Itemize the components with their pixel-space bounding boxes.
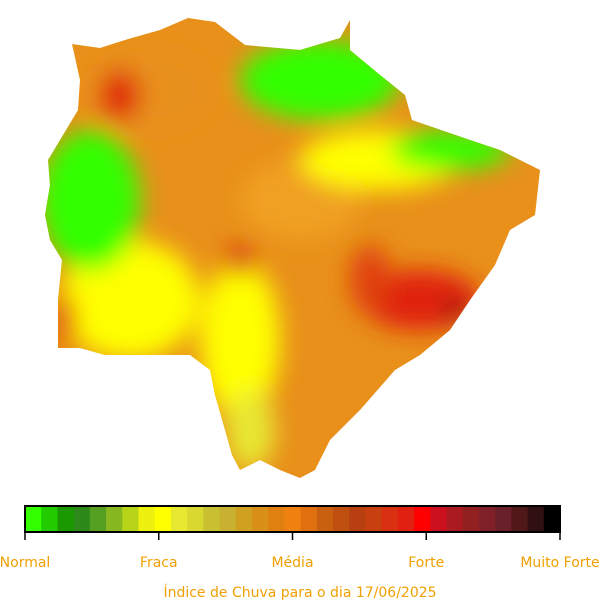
color-swatch	[349, 506, 366, 532]
color-swatch	[414, 506, 431, 532]
color-swatch	[543, 506, 561, 532]
color-swatch	[397, 506, 415, 532]
legend-label: Média	[271, 555, 313, 571]
color-swatch	[235, 506, 253, 532]
color-swatch	[203, 506, 221, 532]
color-swatch	[284, 506, 302, 532]
color-swatch	[365, 506, 383, 532]
color-swatch	[478, 506, 496, 532]
legend-label: Fraca	[140, 555, 178, 571]
color-swatch	[495, 506, 512, 532]
color-swatch	[462, 506, 480, 532]
rain-map	[45, 18, 540, 478]
color-swatch	[41, 506, 58, 532]
color-swatch	[316, 506, 334, 532]
color-swatch	[89, 506, 107, 532]
color-swatch	[187, 506, 204, 532]
color-swatch	[300, 506, 318, 532]
color-swatch	[73, 506, 91, 532]
color-swatch	[527, 506, 545, 532]
color-bar	[25, 506, 561, 532]
color-swatch	[333, 506, 350, 532]
color-swatch	[122, 506, 139, 532]
color-swatch	[219, 506, 237, 532]
color-swatch	[138, 506, 156, 532]
color-swatch	[446, 506, 464, 532]
color-swatch	[511, 506, 529, 532]
color-swatch	[381, 506, 399, 532]
color-swatch	[170, 506, 188, 532]
color-swatch	[57, 506, 75, 532]
caption: Índice de Chuva para o dia 17/06/2025	[163, 584, 436, 600]
color-swatch	[251, 506, 269, 532]
legend-label: Forte	[408, 555, 444, 571]
color-swatch	[154, 506, 172, 532]
color-swatch	[430, 506, 448, 532]
legend-label: Muito Forte	[520, 555, 599, 571]
color-swatch	[106, 506, 123, 532]
legend-label: Normal	[0, 555, 50, 571]
color-swatch	[25, 506, 42, 532]
color-swatch	[268, 506, 285, 532]
